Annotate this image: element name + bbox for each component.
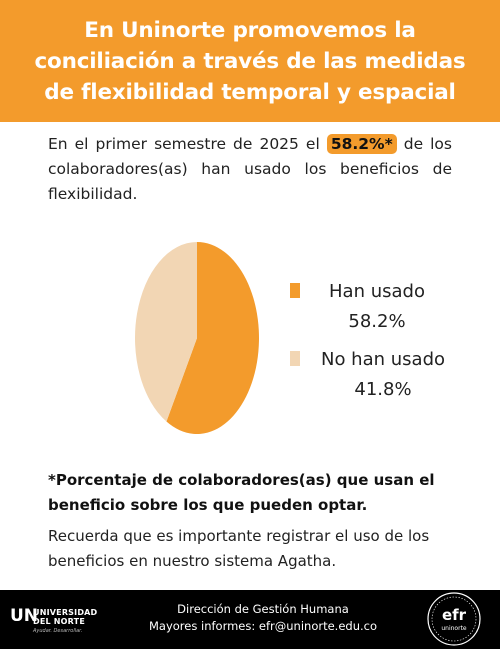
legend-label: Han usado [329,281,425,302]
seal-text: efr [442,606,467,624]
highlight-percentage: 58.2%* [326,134,397,154]
pie-slice-han-usado [166,242,259,434]
universidad-del-norte-logo: UN UNIVERSIDAD DEL NORTE Ayudar. Desarro… [10,604,100,638]
reminder-note: Recuerda que es importante registrar el … [48,527,430,570]
intro-paragraph: En el primer semestre de 2025 el 58.2%* … [48,132,452,207]
legend-swatch [290,351,300,366]
logo-tagline: Ayudar. Desarrollar. [33,628,83,634]
pie-slice-no-han-usado [134,242,197,422]
legend-swatch [290,283,300,298]
legend-item-no-han-usado: No han usado 41.8% [290,345,458,405]
legend-value: 41.8% [354,379,412,400]
logo-text-line2: DEL NORTE [33,617,86,626]
efr-seal-icon: efr uninorte [427,592,481,646]
legend-item-han-usado: Han usado 58.2% [290,277,442,337]
header-banner: En Uninorte promovemos la conciliación a… [0,0,500,122]
logo-text-line1: UNIVERSIDAD [33,608,98,617]
footer-email: Mayores informes: efr@uninorte.edu.co [149,619,377,633]
footer-department: Dirección de Gestión Humana [177,602,349,616]
legend-label: No han usado [320,349,446,370]
footer-contact: Dirección de Gestión Humana Mayores info… [118,601,408,635]
seal-sub: uninorte [441,625,467,632]
legend-value: 58.2% [348,311,406,332]
intro-text-after: de los colaboradores(as) han usado los b… [48,135,452,203]
footnote-bold: *Porcentaje de colaboradores(as) que usa… [48,471,435,514]
footer-bar: UN UNIVERSIDAD DEL NORTE Ayudar. Desarro… [0,590,500,649]
page-title: En Uninorte promovemos la conciliación a… [34,17,466,105]
intro-text-before: En el primer semestre de 2025 el [48,135,327,153]
logo-mark: UN [10,606,39,626]
pie-chart [134,242,259,434]
